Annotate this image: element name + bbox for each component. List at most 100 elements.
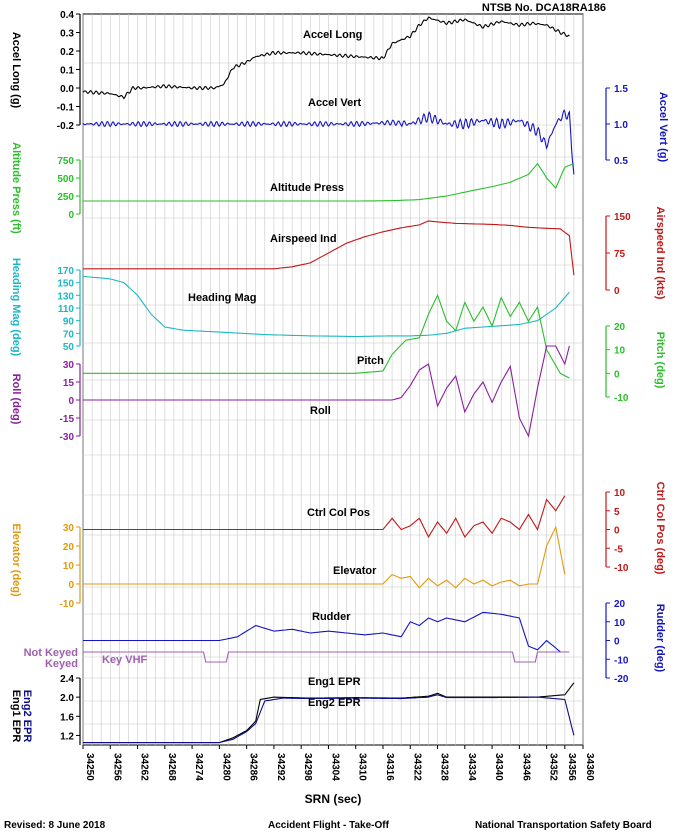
x-tick-label: 34256	[111, 753, 122, 781]
x-tick-label: 34328	[439, 753, 450, 781]
y-axis-label: Altitude Press (ft)	[10, 142, 22, 234]
y-tick-label: 0.3	[60, 29, 74, 40]
state-label-not-keyed: Not Keyed	[24, 647, 78, 659]
series-title: Airspeed Ind	[270, 233, 337, 245]
y-tick-label: 500	[57, 174, 74, 185]
y-tick-label: 250	[57, 192, 74, 203]
series-elevator	[83, 525, 566, 589]
series-altitude-press	[83, 162, 575, 202]
y-tick-label: 90	[63, 317, 75, 328]
series-title: Ctrl Col Pos	[307, 507, 370, 519]
series-title: Altitude Press	[270, 182, 344, 194]
series-title: Key VHF	[102, 654, 148, 666]
x-tick-label: 34286	[248, 753, 259, 781]
series-accel-vert	[82, 109, 575, 175]
y-tick-label: 20	[614, 322, 626, 333]
y-tick-label: 1.0	[614, 120, 628, 131]
y-axis-label: Accel Long (g)	[10, 32, 22, 109]
y-tick-label: 0.1	[60, 66, 74, 77]
series-title: Accel Long	[303, 29, 362, 41]
series-line	[83, 220, 575, 276]
series-title: Rudder	[312, 611, 351, 623]
y-tick-label: 150	[614, 212, 631, 223]
y-tick-label: -0.1	[57, 103, 75, 114]
series-pitch	[83, 293, 570, 379]
y-tick-label: 1.2	[60, 731, 74, 742]
x-tick-label: 34262	[139, 753, 150, 781]
y-axis-label: Roll (deg)	[10, 374, 22, 425]
x-tick-label: 34360	[584, 753, 595, 781]
axis-labels: Accel Long Accel Long (g) Accel Vert Accel …	[10, 29, 669, 742]
y-tick-label: -15	[60, 414, 75, 425]
series-key-vhf	[83, 651, 570, 663]
y-axis-label: Ctrl Col Pos (deg)	[654, 482, 666, 575]
y-tick-label: 0	[68, 580, 74, 591]
series-title: Eng2 EPR	[308, 697, 361, 709]
y-tick-label: 0.4	[60, 10, 74, 21]
series-title: Pitch	[357, 355, 384, 367]
series-ctrl-col-pos	[83, 495, 566, 539]
y-tick-label: -10	[614, 563, 629, 574]
x-tick-label: 34274	[193, 753, 204, 781]
y-tick-label: 0	[614, 286, 620, 297]
x-tick-label: 34292	[275, 753, 286, 781]
y-tick-label: 110	[58, 304, 75, 315]
y-tick-label: 50	[63, 342, 75, 353]
series-line	[82, 109, 575, 175]
y-tick-label: -30	[60, 432, 75, 443]
chart-title: NTSB No. DCA18RA186	[482, 2, 606, 14]
series-title: Accel Vert	[308, 97, 362, 109]
y-tick-label: 0.5	[614, 156, 628, 167]
y-tick-label: 30	[63, 523, 75, 534]
series-line	[82, 275, 570, 338]
x-tick-label: 34268	[166, 753, 177, 781]
y-axis-label: Rudder (deg)	[654, 604, 666, 673]
footer-flight: Accident Flight - Take-Off	[268, 820, 389, 831]
axis-ticks: 34250 34256 34262 34268 34274 34280 34286 34292…	[57, 10, 631, 781]
x-axis-label: SRN (sec)	[305, 792, 362, 806]
y-tick-label: -0.2	[57, 121, 75, 132]
x-tick-label: 34316	[384, 753, 395, 781]
x-tick-label: 34298	[302, 753, 313, 781]
x-tick-label: 34356	[566, 753, 577, 781]
series-line	[83, 651, 570, 663]
y-tick-label: 0	[68, 210, 74, 221]
y-tick-label: 0.0	[60, 84, 74, 95]
series-line	[83, 525, 566, 589]
y-tick-label: 30	[63, 360, 75, 371]
y-tick-label: 0	[614, 637, 620, 648]
y-axis-label: Elevator (deg)	[10, 523, 22, 597]
y-tick-label: -10	[614, 393, 629, 404]
series-title: Eng1 EPR	[308, 676, 361, 688]
y-tick-label: 0.2	[60, 47, 74, 58]
series-line	[83, 162, 575, 202]
x-tick-label: 34346	[520, 753, 531, 781]
series-accel-long	[82, 16, 570, 100]
y-tick-label: 10	[614, 488, 626, 499]
x-tick-label: 34310	[357, 753, 368, 781]
y-tick-label: 10	[614, 618, 626, 629]
y-tick-label: 70	[63, 329, 75, 340]
y-tick-label: 0	[68, 396, 74, 407]
y-axis-label: Eng1 EPR	[10, 690, 22, 743]
footer-board: National Transportation Safety Board	[475, 820, 652, 831]
y-tick-label: 0	[614, 526, 620, 537]
y-tick-label: 2.4	[60, 674, 74, 685]
series-title: Heading Mag	[188, 292, 256, 304]
series-line	[82, 16, 570, 100]
y-tick-label: 2.0	[60, 693, 74, 704]
y-tick-label: 5	[614, 507, 620, 518]
y-tick-label: 20	[63, 542, 75, 553]
y-tick-label: 10	[63, 561, 75, 572]
y-tick-label: 750	[57, 156, 74, 167]
series-title: Elevator	[333, 565, 377, 577]
y-axis-label: Pitch (deg)	[654, 332, 666, 389]
series-title: Roll	[310, 405, 331, 417]
plot-traces	[82, 16, 575, 744]
y-tick-label: 10	[614, 346, 626, 357]
series-line	[83, 293, 570, 379]
y-axis-label: Airspeed Ind (kts)	[654, 207, 666, 300]
y-axis-label: Heading Mag (deg)	[10, 258, 22, 357]
x-tick-label: 34280	[220, 753, 231, 781]
